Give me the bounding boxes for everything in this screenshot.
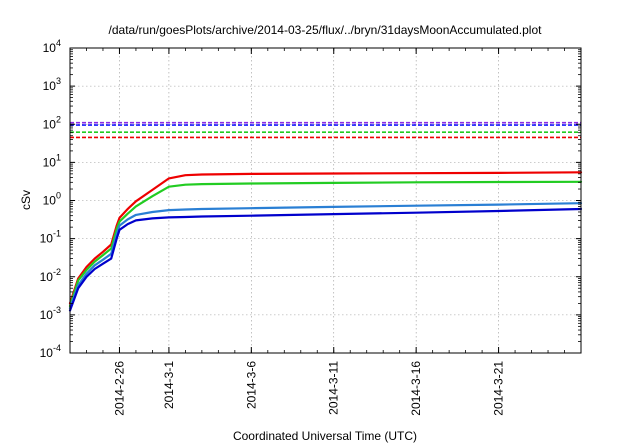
y-tick-exponent: 1: [56, 152, 61, 162]
y-tick-label: 103: [43, 76, 61, 93]
x-tick-label: 2014-3-11: [327, 361, 341, 415]
series-line: [68, 171, 583, 305]
y-tick-base: 10: [40, 308, 54, 322]
y-axis-label: cSv: [19, 190, 33, 210]
x-tick-label: 2014-3-1: [162, 361, 176, 409]
y-tick-label: 10-4: [40, 343, 61, 360]
series-lines: [68, 171, 583, 312]
y-tick-label: 100: [43, 191, 61, 208]
threshold-lines: [70, 121, 581, 139]
y-tick-exponent: -3: [53, 305, 61, 315]
y-tick-exponent: 4: [56, 38, 61, 48]
y-tick-base: 10: [43, 117, 57, 131]
y-tick-exponent: 2: [56, 114, 61, 124]
chart-title: /data/run/goesPlots/archive/2014-03-25/f…: [109, 23, 543, 37]
y-tick-exponent: 3: [56, 76, 61, 86]
x-tick-labels: 2014-2-26 2014-3-1 2014-3-6 2014-3-11 2014-3…: [112, 361, 505, 416]
series-line: [68, 207, 583, 312]
y-tick-exponent: 0: [56, 191, 61, 201]
y-tick-label: 10-1: [40, 229, 61, 246]
y-tick-base: 10: [40, 270, 54, 284]
y-tick-label: 10-3: [40, 305, 61, 322]
y-tick-exponent: -4: [53, 343, 61, 353]
y-tick-exponent: -1: [53, 229, 61, 239]
y-tick-label: 104: [43, 38, 61, 55]
y-tick-base: 10: [43, 155, 57, 169]
x-axis-label: Coordinated Universal Time (UTC): [233, 429, 417, 443]
grid: [70, 48, 581, 353]
y-tick-base: 10: [43, 41, 57, 55]
series-line: [68, 202, 583, 310]
y-tick-base: 10: [43, 194, 57, 208]
x-tick-label: 2014-3-16: [409, 361, 423, 416]
y-tick-label: 101: [43, 152, 61, 169]
y-tick-exponent: -2: [53, 267, 61, 277]
y-tick-label: 102: [43, 114, 61, 131]
y-tick-base: 10: [40, 346, 54, 360]
x-tick-label: 2014-3-6: [244, 361, 258, 409]
y-tick-base: 10: [40, 232, 54, 246]
y-tick-label: 10-2: [40, 267, 61, 284]
axis-ticks: [69, 47, 582, 354]
x-tick-label: 2014-2-26: [112, 361, 126, 416]
y-tick-base: 10: [43, 79, 57, 93]
x-tick-label: 2014-3-21: [492, 361, 506, 416]
series-line: [68, 180, 583, 308]
